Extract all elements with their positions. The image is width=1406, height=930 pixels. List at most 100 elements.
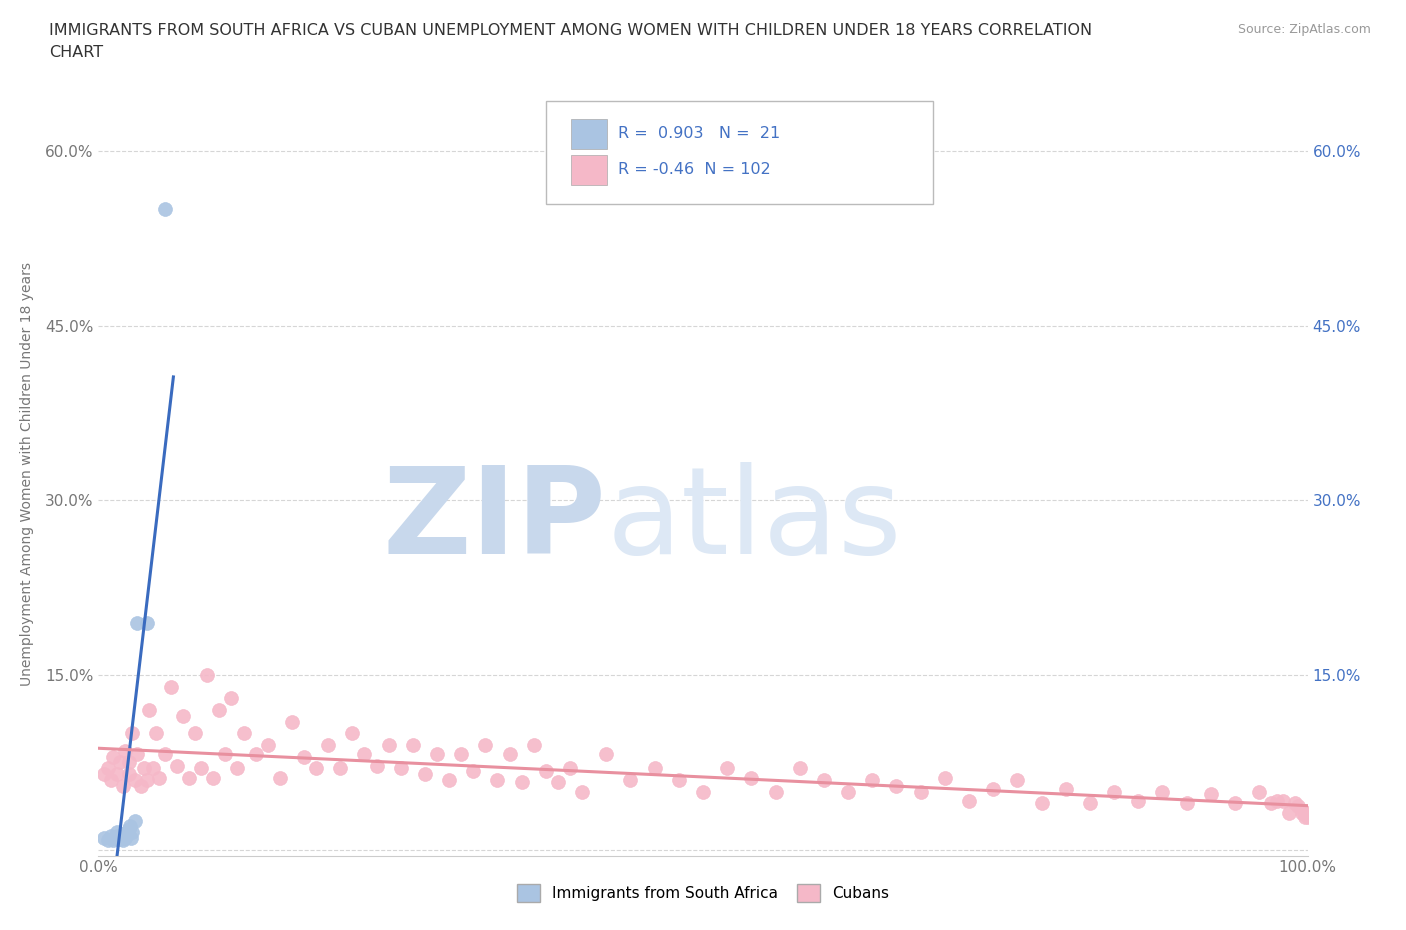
Point bbox=[269, 770, 291, 785]
Point bbox=[1260, 796, 1282, 811]
Point bbox=[124, 813, 146, 828]
Point bbox=[1223, 796, 1246, 811]
Point bbox=[1031, 796, 1053, 811]
Point bbox=[571, 784, 593, 799]
Point bbox=[1284, 796, 1306, 811]
Point bbox=[534, 764, 557, 778]
Point bbox=[716, 761, 738, 776]
Point bbox=[93, 830, 115, 845]
Point bbox=[184, 726, 207, 741]
Point bbox=[135, 616, 157, 631]
Point bbox=[153, 202, 176, 217]
Point bbox=[172, 709, 194, 724]
Point bbox=[105, 825, 128, 840]
Point bbox=[153, 747, 176, 762]
Point bbox=[498, 747, 520, 762]
Point bbox=[105, 829, 128, 844]
Point bbox=[692, 784, 714, 799]
Point bbox=[202, 770, 225, 785]
Point bbox=[124, 773, 146, 788]
Point bbox=[134, 761, 156, 776]
Point bbox=[208, 703, 231, 718]
Point bbox=[118, 755, 141, 770]
Point bbox=[402, 737, 425, 752]
Point bbox=[1249, 784, 1271, 799]
Text: R = -0.46  N = 102: R = -0.46 N = 102 bbox=[619, 162, 770, 177]
Point bbox=[450, 747, 472, 762]
Point bbox=[1272, 793, 1295, 808]
Point bbox=[668, 773, 690, 788]
Point bbox=[108, 831, 131, 846]
Point bbox=[214, 747, 236, 762]
Point bbox=[886, 778, 908, 793]
Point bbox=[121, 726, 143, 741]
Point bbox=[1267, 793, 1289, 808]
Point bbox=[1296, 805, 1319, 820]
Point bbox=[179, 770, 201, 785]
Point bbox=[118, 821, 141, 836]
Point bbox=[97, 833, 120, 848]
Point bbox=[120, 830, 142, 845]
Point bbox=[97, 761, 120, 776]
Point bbox=[281, 714, 304, 729]
Point bbox=[510, 775, 533, 790]
Point bbox=[1291, 805, 1313, 820]
Point bbox=[957, 793, 980, 808]
Point bbox=[1199, 787, 1222, 802]
Point bbox=[644, 761, 666, 776]
Point bbox=[1128, 793, 1150, 808]
Point bbox=[377, 737, 399, 752]
Point bbox=[789, 761, 811, 776]
Point bbox=[101, 750, 124, 764]
Point bbox=[114, 830, 136, 845]
Point bbox=[256, 737, 278, 752]
Point bbox=[127, 747, 149, 762]
Point bbox=[740, 770, 762, 785]
FancyBboxPatch shape bbox=[546, 100, 932, 204]
Point bbox=[1292, 805, 1315, 820]
Point bbox=[1007, 773, 1029, 788]
Point bbox=[100, 773, 122, 788]
Point bbox=[1054, 782, 1077, 797]
Point bbox=[111, 833, 134, 848]
Point bbox=[426, 747, 449, 762]
Point bbox=[316, 737, 339, 752]
Text: IMMIGRANTS FROM SOUTH AFRICA VS CUBAN UNEMPLOYMENT AMONG WOMEN WITH CHILDREN UND: IMMIGRANTS FROM SOUTH AFRICA VS CUBAN UN… bbox=[49, 23, 1092, 38]
Point bbox=[127, 616, 149, 631]
Point bbox=[389, 761, 412, 776]
Point bbox=[145, 726, 167, 741]
Point bbox=[860, 773, 883, 788]
FancyBboxPatch shape bbox=[571, 119, 607, 150]
Point bbox=[619, 773, 641, 788]
Point bbox=[353, 747, 375, 762]
Point bbox=[121, 825, 143, 840]
Point bbox=[1152, 784, 1174, 799]
Text: ZIP: ZIP bbox=[382, 461, 606, 578]
Text: CHART: CHART bbox=[49, 45, 103, 60]
Y-axis label: Unemployment Among Women with Children Under 18 years: Unemployment Among Women with Children U… bbox=[20, 262, 34, 686]
Point bbox=[292, 750, 315, 764]
Point bbox=[135, 773, 157, 788]
Point bbox=[486, 773, 509, 788]
Point bbox=[117, 825, 139, 840]
Point bbox=[100, 829, 122, 844]
Point bbox=[1294, 810, 1316, 825]
Point bbox=[190, 761, 212, 776]
Point bbox=[111, 830, 134, 845]
Point bbox=[221, 691, 243, 706]
Point bbox=[226, 761, 249, 776]
Point bbox=[108, 755, 131, 770]
Point bbox=[115, 829, 138, 844]
Point bbox=[93, 766, 115, 781]
Point bbox=[1278, 805, 1301, 820]
Point bbox=[232, 726, 254, 741]
FancyBboxPatch shape bbox=[571, 154, 607, 185]
Point bbox=[114, 743, 136, 758]
Point bbox=[765, 784, 787, 799]
Point bbox=[342, 726, 364, 741]
Point bbox=[101, 833, 124, 848]
Point bbox=[148, 770, 170, 785]
Point bbox=[837, 784, 859, 799]
Text: atlas: atlas bbox=[606, 461, 901, 578]
Point bbox=[118, 819, 141, 834]
